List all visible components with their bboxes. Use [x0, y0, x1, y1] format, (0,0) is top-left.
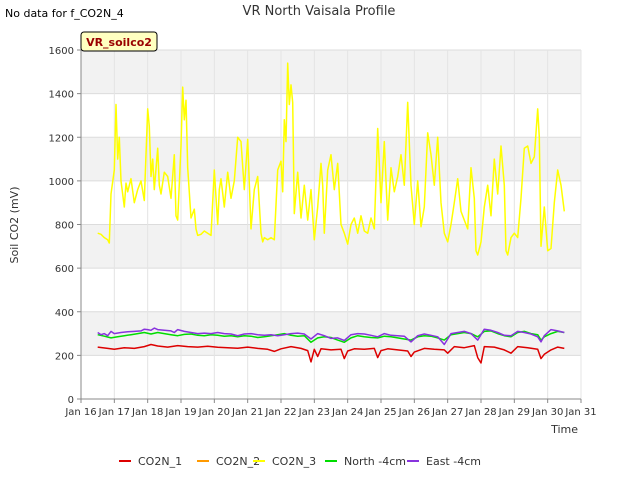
- series-line-co2n-3: [97, 62, 566, 256]
- x-tick-label: Jan 17: [98, 407, 130, 418]
- legend-label: CO2N_3: [272, 455, 316, 468]
- x-tick-label: Jan 19: [164, 407, 196, 418]
- y-tick-label: 1200: [49, 133, 74, 144]
- x-tick-label: Jan 30: [531, 407, 563, 418]
- y-tick-label: 1600: [49, 46, 74, 57]
- x-tick-label: Jan 24: [331, 407, 363, 418]
- y-tick-label: 600: [55, 264, 74, 275]
- legend-label: CO2N_2: [216, 455, 260, 468]
- x-tick-label: Jan 18: [131, 407, 163, 418]
- y-tick-label: 200: [55, 351, 74, 362]
- legend-item: CO2N_1: [119, 455, 182, 468]
- y-tick-label: 800: [55, 221, 74, 232]
- x-tick-label: Jan 26: [398, 407, 430, 418]
- x-tick-label: Jan 22: [264, 407, 296, 418]
- x-tick-label: Jan 16: [64, 407, 96, 418]
- x-tick-label: Jan 23: [298, 407, 330, 418]
- series-layer: [97, 62, 566, 364]
- x-tick-label: Jan 29: [498, 407, 530, 418]
- plot-band: [81, 50, 581, 94]
- x-tick-label: Jan 31: [564, 407, 596, 418]
- legend-item: CO2N_3: [253, 455, 316, 468]
- series-line-east-4cm: [97, 327, 565, 346]
- y-tick-label: 0: [68, 395, 74, 406]
- x-tick-label: Jan 28: [464, 407, 496, 418]
- x-tick-label: Jan 21: [231, 407, 263, 418]
- x-tick-label: Jan 20: [198, 407, 230, 418]
- x-axis-label: Time: [550, 423, 578, 436]
- badge: VR_soilco2: [80, 31, 158, 52]
- legend: CO2N_1 CO2N_2 CO2N_3 North -4cm East -4cm: [119, 455, 481, 468]
- plot-band: [81, 224, 581, 269]
- legend-item: North -4cm: [325, 455, 406, 468]
- x-tick-label: Jan 27: [431, 407, 463, 418]
- badge-box: [80, 31, 158, 52]
- chart-title: VR North Vaisala Profile: [243, 4, 396, 19]
- y-tick-label: 400: [55, 308, 74, 319]
- y-tick-label: 1000: [49, 177, 74, 188]
- legend-item: CO2N_2: [197, 455, 260, 468]
- legend-label: East -4cm: [426, 455, 481, 468]
- legend-label: North -4cm: [344, 455, 406, 468]
- badge-label: VR_soilco2: [86, 36, 152, 49]
- y-axis-label: Soil CO2 (mV): [8, 187, 21, 264]
- legend-label: CO2N_1: [138, 455, 182, 468]
- x-tick-label: Jan 25: [364, 407, 396, 418]
- legend-item: East -4cm: [407, 455, 481, 468]
- y-tick-label: 1400: [49, 90, 74, 101]
- no-data-notice: No data for f_CO2N_4: [5, 7, 124, 20]
- series-line-co2n-1: [97, 343, 565, 364]
